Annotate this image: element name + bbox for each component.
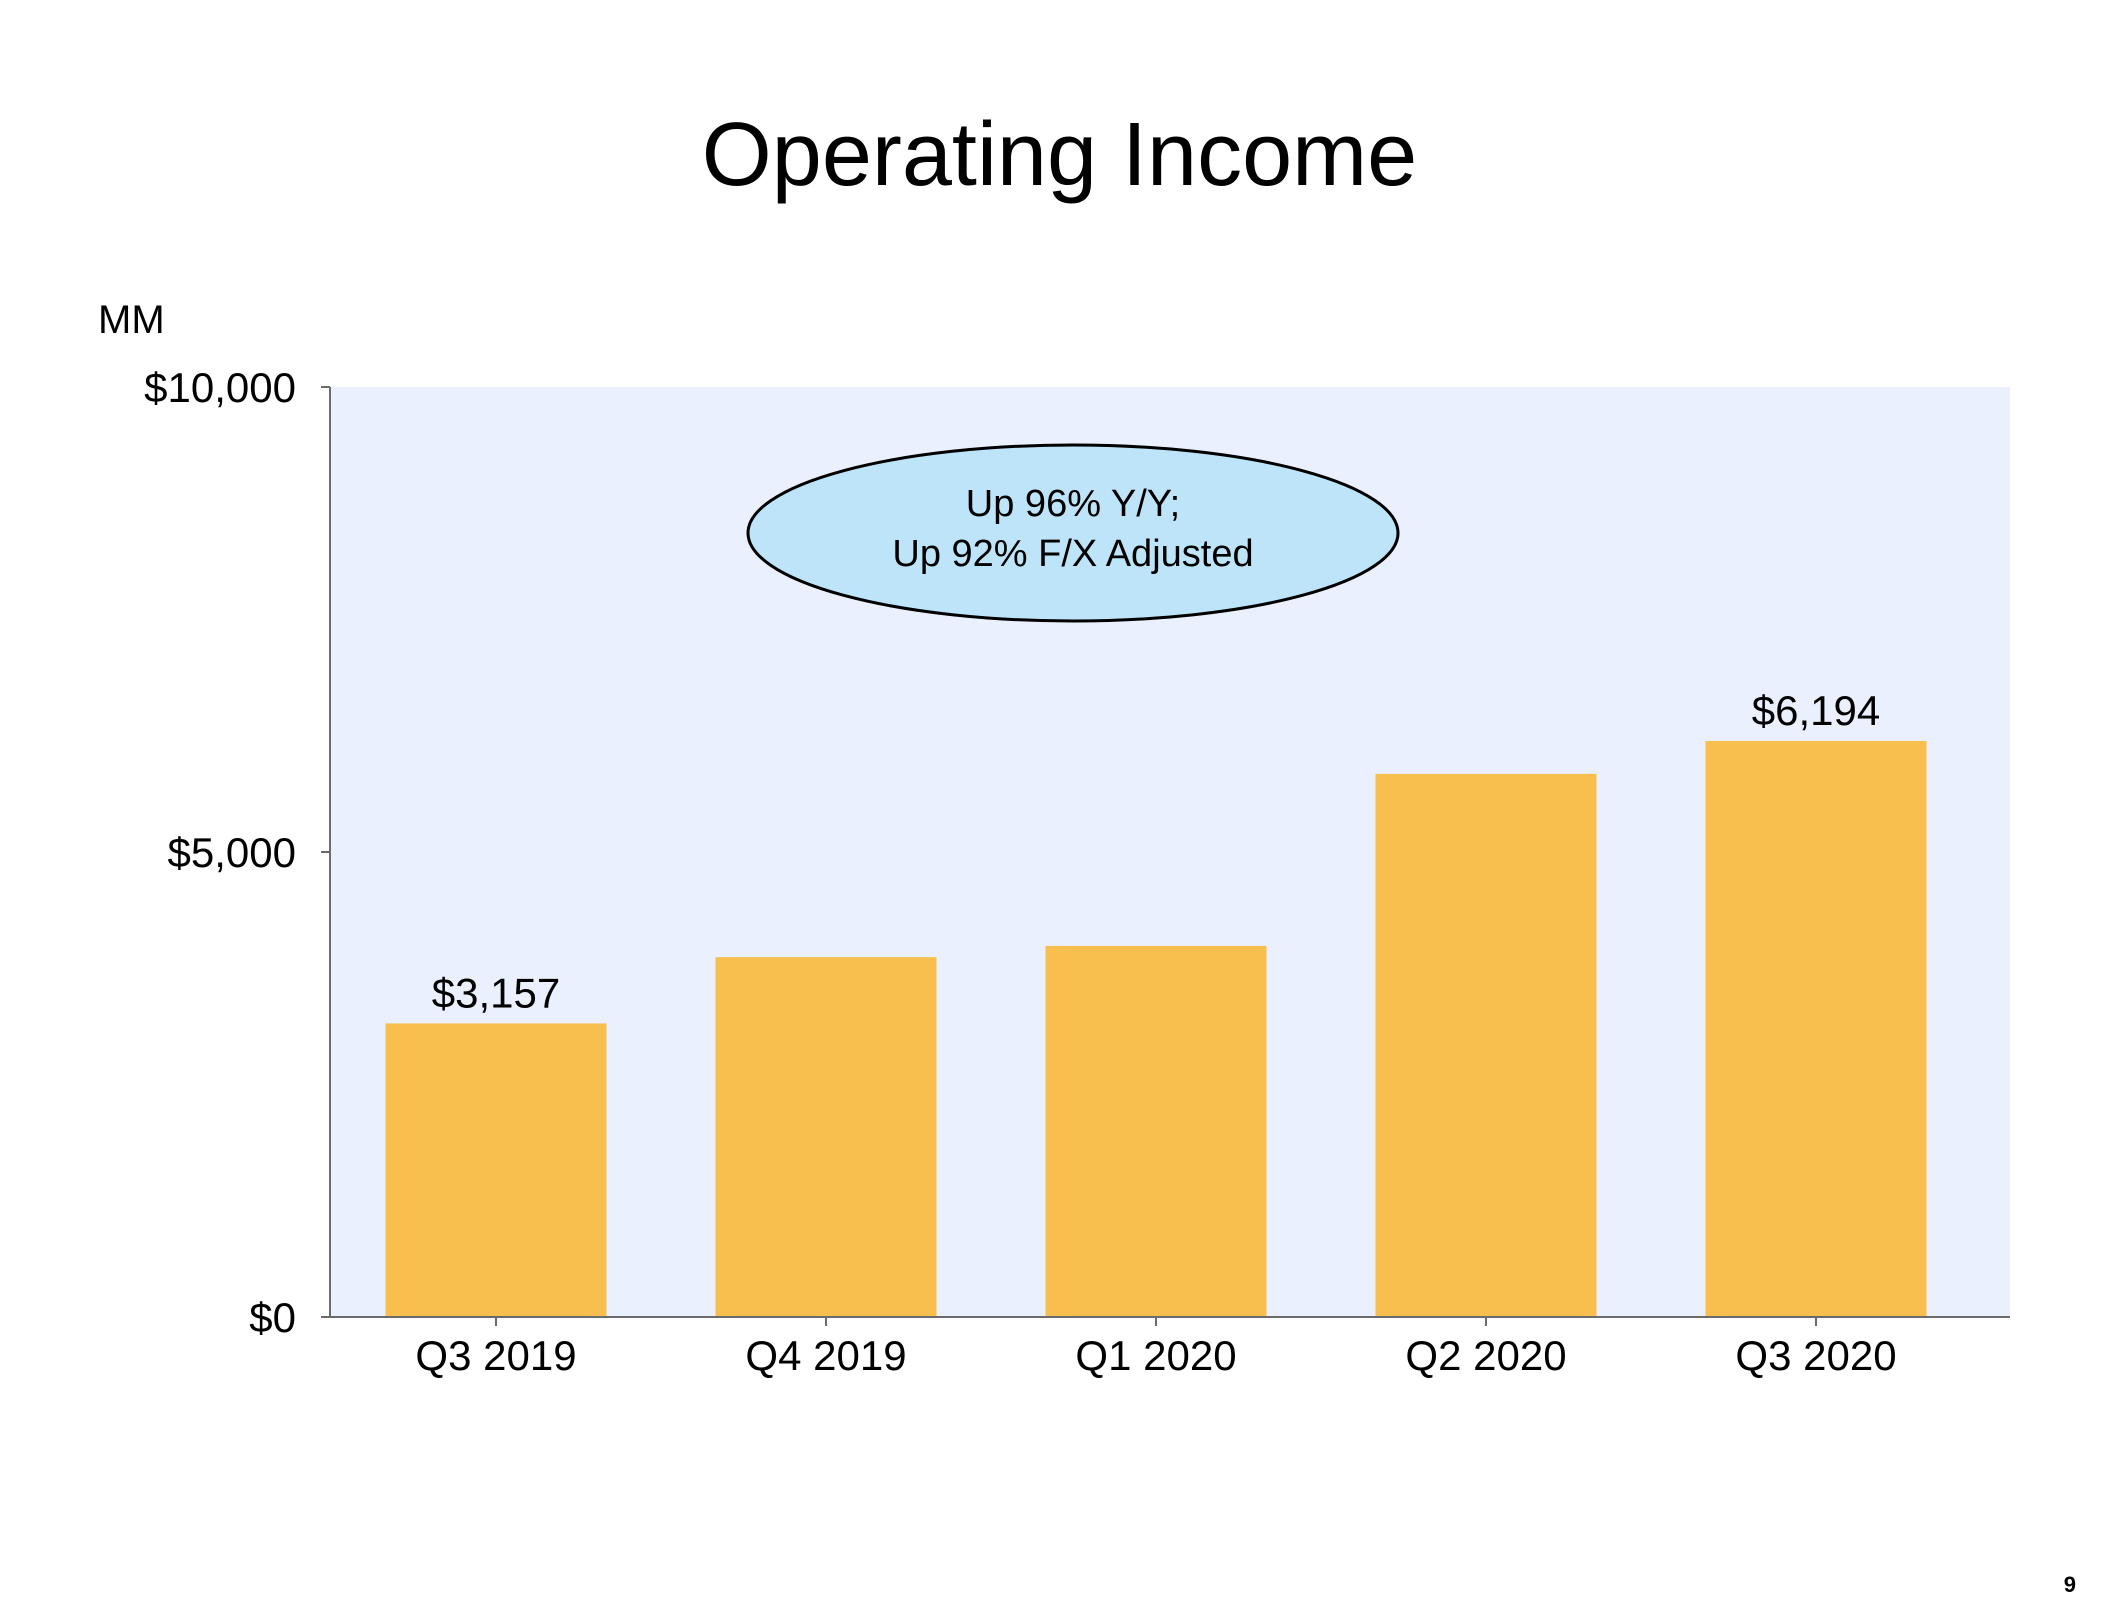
bars-group: [385, 740, 1927, 1317]
y-axis-ticks: $0 $5,000 $10,000: [144, 364, 330, 1341]
y-tick-label: $5,000: [168, 829, 296, 876]
x-tick-label: Q3 2019: [415, 1332, 576, 1379]
bar-q2-2020: [1375, 773, 1597, 1317]
y-tick-label: $10,000: [144, 364, 296, 411]
data-label-q3-2019: $3,157: [432, 969, 560, 1016]
x-axis-ticks: Q3 2019 Q4 2019 Q1 2020 Q2 2020 Q3 2020: [415, 1317, 1897, 1379]
x-tick-label: Q2 2020: [1405, 1332, 1566, 1379]
page-number: 9: [2063, 1572, 2076, 1597]
bar-q4-2019: [715, 957, 937, 1317]
x-tick-label: Q3 2020: [1735, 1332, 1896, 1379]
x-tick-label: Q4 2019: [745, 1332, 906, 1379]
y-tick-label: $0: [249, 1294, 296, 1341]
x-tick-label: Q1 2020: [1075, 1332, 1236, 1379]
callout-ellipse: [746, 443, 1400, 623]
callout-line-2: Up 92% F/X Adjusted: [892, 533, 1253, 575]
unit-label: MM: [98, 298, 165, 342]
growth-callout: Up 96% Y/Y; Up 92% F/X Adjusted: [746, 443, 1400, 623]
data-label-q3-2020: $6,194: [1752, 687, 1880, 734]
bar-q3-2020: [1705, 740, 1927, 1317]
bar-q3-2019: [385, 1023, 607, 1317]
data-labels-group: $3,157 $6,194: [432, 687, 1880, 1016]
bar-q1-2020: [1045, 945, 1267, 1317]
callout-line-1: Up 96% Y/Y;: [966, 483, 1180, 525]
page-title: Operating Income: [701, 105, 1418, 205]
